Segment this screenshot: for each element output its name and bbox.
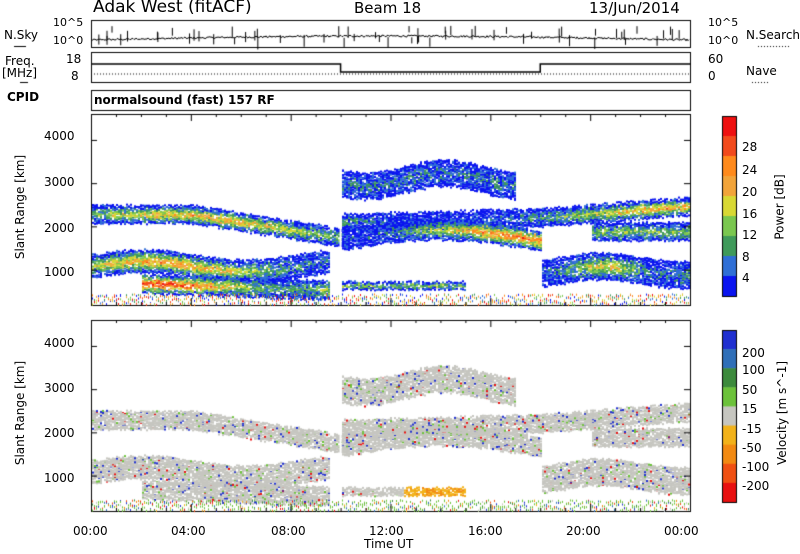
vel-cbar-15: 15: [742, 402, 758, 416]
power-ytick-1000: 1000: [44, 265, 75, 279]
vel-ylabel: Slant Range [km]: [13, 360, 28, 466]
power-ytick-2000: 2000: [44, 221, 75, 235]
power-ytick-3000: 3000: [44, 175, 75, 189]
nave-tick-low: 0: [708, 69, 716, 83]
cpid-label: CPID: [7, 90, 40, 104]
noise-search-label: N.Search: [746, 28, 800, 42]
xtick-0800: 08:00: [271, 524, 306, 538]
power-cbar-4: 4: [742, 271, 750, 285]
freq-unit-label: [MHz]: [2, 66, 38, 80]
vel-ytick-2000: 2000: [44, 426, 75, 440]
vel-cbar-m50: -50: [742, 441, 762, 455]
vel-cbar-m15: -15: [742, 422, 762, 436]
noise-left-tick-top: 10^5: [53, 16, 84, 29]
xtick-1600: 16:00: [468, 524, 503, 538]
vel-cbar-title: Velocity [m s^-1]: [775, 360, 790, 466]
xaxis-label: Time UT: [364, 537, 414, 551]
power-cbar-8: 8: [742, 250, 750, 264]
power-cbar-12: 12: [742, 228, 758, 242]
xtick-1200: 12:00: [369, 524, 404, 538]
vel-ytick-4000: 4000: [44, 336, 75, 350]
vel-cbar-m100: -100: [742, 460, 770, 474]
vel-ytick-1000: 1000: [44, 471, 75, 485]
vel-cbar-100: 100: [742, 363, 765, 377]
nave-label: Nave: [746, 64, 777, 78]
freq-tick-low: 8: [71, 69, 79, 83]
xtick-2000: 20:00: [566, 524, 601, 538]
noise-right-tick-top: 10^5: [708, 16, 739, 29]
vel-cbar-m200: -200: [742, 479, 770, 493]
noise-left-tick-bottom: 10^0: [53, 34, 84, 47]
power-cbar-20: 20: [742, 185, 758, 199]
freq-tick-high: 18: [66, 52, 82, 66]
noise-right-tick-bottom: 10^0: [708, 34, 739, 47]
power-cbar-24: 24: [742, 163, 758, 177]
beam-title: Beam 18: [354, 0, 422, 17]
power-ylabel: Slant Range [km]: [13, 154, 28, 260]
xtick-0400: 04:00: [171, 524, 206, 538]
xtick-0000: 00:00: [73, 524, 108, 538]
station-title: Adak West (fitACF): [93, 0, 252, 17]
vel-cbar-200: 200: [742, 346, 765, 360]
power-cbar-title: Power [dB]: [772, 174, 787, 240]
noise-sky-label: N.Sky: [4, 28, 39, 42]
power-ytick-4000: 4000: [44, 129, 75, 143]
power-cbar-16: 16: [742, 207, 758, 221]
nave-tick-high: 60: [708, 52, 724, 66]
cpid-value: normalsound (fast) 157 RF: [94, 93, 275, 107]
power-cbar-28: 28: [742, 140, 758, 154]
vel-cbar-50: 50: [742, 383, 758, 397]
date-title: 13/Jun/2014: [589, 0, 680, 17]
vel-ytick-3000: 3000: [44, 381, 75, 395]
xtick-2400: 00:00: [664, 524, 699, 538]
